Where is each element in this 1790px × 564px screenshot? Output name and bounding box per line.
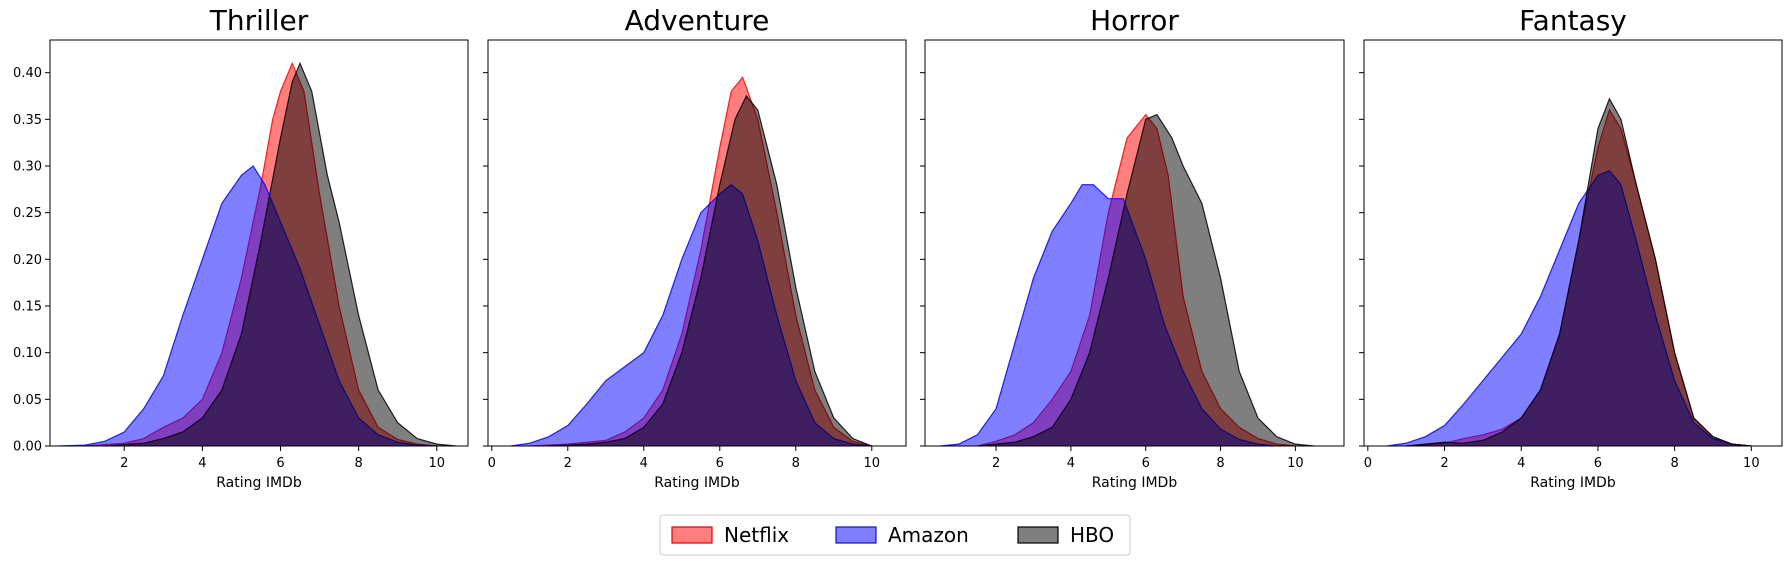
x-tick-label: 4 [1517,456,1525,471]
legend-entry-hbo: HBO [1017,523,1114,547]
legend-swatch [1017,526,1059,544]
x-tick-label: 10 [428,456,445,471]
x-tick-label: 10 [864,456,881,471]
legend-label: Netflix [724,523,789,547]
x-tick-label: 4 [198,456,206,471]
x-axis-label: Rating IMDb [654,475,740,491]
series-group [510,76,873,446]
x-tick-label: 4 [1067,456,1075,471]
density-line-hbo [1406,97,1752,446]
legend-entry-netflix: Netflix [671,523,789,547]
y-tick-label: 0.25 [13,206,42,221]
axes-frame [924,39,1345,447]
x-axis-label: Rating IMDb [1092,475,1178,491]
y-tick-label: 0.40 [13,66,42,81]
panel-title: Thriller [209,4,309,37]
x-tick-label: 2 [120,456,128,471]
x-tick-label: 10 [1287,456,1304,471]
x-tick-label: 4 [640,456,648,471]
density-area-hbo [1406,98,1752,446]
x-tick-label: 2 [1440,456,1448,471]
density-line-hbo [548,94,873,446]
panel-title: Adventure [625,4,770,37]
x-tick-label: 8 [354,456,362,471]
legend: Netflix Amazon HBO [659,514,1131,556]
x-tick-label: 6 [1594,456,1602,471]
panel-title: Fantasy [1519,4,1627,37]
axes-frame [1363,39,1783,447]
y-tick-label: 0.30 [13,160,42,175]
x-tick-label: 0 [1364,456,1372,471]
legend-frame [659,514,1131,556]
x-tick-label: 8 [1216,456,1224,471]
y-tick-label: 0.35 [13,113,42,128]
x-tick-label: 2 [992,456,1000,471]
panel-adventure: Adventure 0 2 4 6 8 10 Rating IMDb [483,4,907,491]
x-tick-label: 0 [488,456,496,471]
series-group [57,61,457,446]
panel-thriller: Thriller 2 4 6 8 10 0.00 0.05 0.10 0.15 0.20 0.25 0.… [13,4,469,491]
x-tick-label: 8 [1670,456,1678,471]
series-group [1386,97,1752,446]
density-area-hbo [977,114,1315,446]
x-axis-label: Rating IMDb [1530,475,1616,491]
legend-label: Amazon [888,523,969,547]
x-tick-label: 8 [792,456,800,471]
axes-frame [487,39,907,447]
y-tick-label: 0.00 [13,440,42,455]
panel-fantasy: Fantasy 0 2 4 6 8 10 Rating IMDb [1359,4,1783,491]
panel-title: Horror [1090,4,1179,37]
density-line-hbo [977,113,1315,446]
panel-horror: Horror 2 4 6 8 10 Rating IMDb [920,4,1345,491]
y-tick-label: 0.20 [13,253,42,268]
legend-swatch [671,526,713,544]
y-tick-label: 0.10 [13,346,42,361]
series-group [939,113,1315,446]
x-tick-label: 6 [1142,456,1150,471]
y-tick-label: 0.15 [13,300,42,315]
axes-frame [49,39,469,447]
x-axis-label: Rating IMDb [216,475,302,491]
x-tick-label: 6 [276,456,284,471]
legend-entry-amazon: Amazon [835,523,969,547]
density-area-hbo [548,96,872,446]
x-tick-label: 6 [716,456,724,471]
x-tick-label: 2 [564,456,572,471]
legend-swatch [835,526,877,544]
density-line-hbo [104,61,457,446]
y-tick-label: 0.05 [13,393,42,408]
density-area-hbo [104,63,457,446]
x-tick-label: 10 [1743,456,1760,471]
legend-label: HBO [1070,523,1114,547]
